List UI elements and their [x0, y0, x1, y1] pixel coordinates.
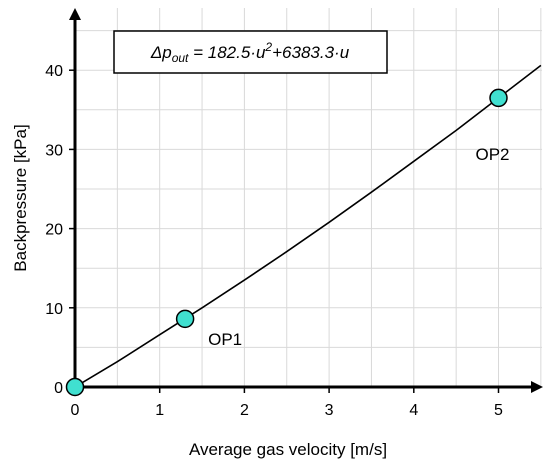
labels: OP1 OP2 — [208, 145, 509, 349]
y-axis-arrow — [69, 8, 81, 20]
x-tick-label: 4 — [409, 402, 418, 419]
y-tick-label: 20 — [45, 222, 63, 239]
y-tick-label: 0 — [54, 380, 63, 397]
x-axis-title: Average gas velocity [m/s] — [189, 440, 387, 459]
y-tick-label: 10 — [45, 301, 63, 318]
x-tick-label: 2 — [240, 402, 249, 419]
y-tick-label: 40 — [45, 63, 63, 80]
point-label-op2: OP2 — [475, 145, 509, 164]
fit-curve-line — [74, 64, 542, 388]
x-axis-arrow — [531, 381, 543, 393]
series — [65, 64, 542, 397]
axes — [69, 8, 543, 393]
ticks: 0 1 2 3 4 5 0 10 20 30 40 — [45, 63, 503, 419]
grid — [75, 8, 542, 387]
equation-box: Δpout = 182.5·u2+6383.3·u — [113, 30, 388, 74]
x-tick-label: 3 — [325, 402, 334, 419]
x-tick-label: 1 — [155, 402, 164, 419]
equation-suffix: +6383.3·u — [272, 43, 350, 62]
equation-superscript: 2 — [264, 40, 272, 54]
point-label-op1: OP1 — [208, 330, 242, 349]
equation-subscript: out — [172, 51, 189, 65]
equation-frame — [113, 30, 388, 74]
data-point-op1 — [175, 309, 195, 329]
x-tick-label: 0 — [71, 402, 80, 419]
equation-text: Δpout = 182.5·u2+6383.3·u — [150, 40, 350, 65]
equation-prefix: Δp — [150, 43, 172, 62]
data-point-op2 — [489, 88, 508, 108]
equation-middle: = 182.5·u — [188, 43, 266, 62]
data-point-origin — [65, 377, 85, 397]
y-tick-label: 30 — [45, 142, 63, 159]
x-tick-label: 5 — [494, 402, 503, 419]
y-axis-title: Backpressure [kPa] — [11, 124, 30, 271]
